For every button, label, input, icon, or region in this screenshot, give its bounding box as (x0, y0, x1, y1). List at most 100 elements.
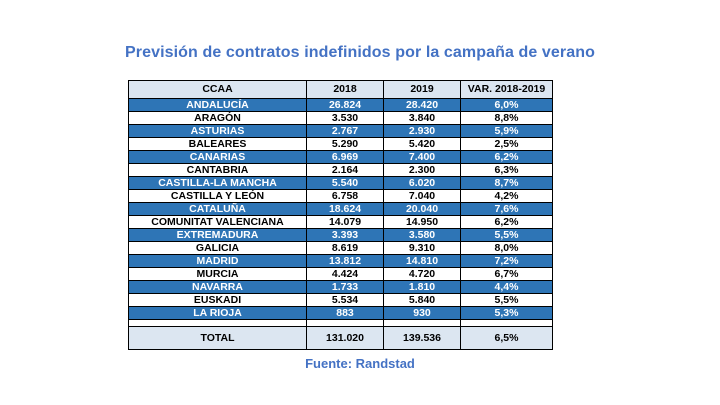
spacer-cell (461, 320, 553, 327)
cell-value-2019: 5.420 (384, 138, 461, 151)
cell-value-2019: 1.810 (384, 281, 461, 294)
cell-variation: 7,2% (461, 255, 553, 268)
cell-value-2019: 14.950 (384, 216, 461, 229)
cell-variation: 5,9% (461, 125, 553, 138)
table-body: ANDALUCÍA 26.824 28.420 6,0% ARAGÓN 3.530 3.84… (129, 99, 553, 350)
table-row: COMUNITAT VALENCIANA 14.079 14.950 6,2% (129, 216, 553, 229)
cell-value-2019: 7.400 (384, 151, 461, 164)
cell-variation: 4,2% (461, 190, 553, 203)
table-header-row: CCAA 2018 2019 VAR. 2018-2019 (129, 81, 553, 99)
cell-value-2019: 7.040 (384, 190, 461, 203)
header-2019: 2019 (384, 81, 461, 99)
cell-region: MURCIA (129, 268, 307, 281)
cell-variation: 6,0% (461, 99, 553, 112)
cell-value-2019: 2.300 (384, 164, 461, 177)
cell-region: ASTURIAS (129, 125, 307, 138)
cell-variation: 6,3% (461, 164, 553, 177)
header-2018: 2018 (307, 81, 384, 99)
table-row: MADRID 13.812 14.810 7,2% (129, 255, 553, 268)
table-row: NAVARRA 1.733 1.810 4,4% (129, 281, 553, 294)
header-ccaa: CCAA (129, 81, 307, 99)
cell-region: CANARIAS (129, 151, 307, 164)
cell-region: MADRID (129, 255, 307, 268)
table-row: CANARIAS 6.969 7.400 6,2% (129, 151, 553, 164)
cell-value-2019: 3.580 (384, 229, 461, 242)
cell-value-2018: 14.079 (307, 216, 384, 229)
header-variation: VAR. 2018-2019 (461, 81, 553, 99)
cell-value-2018: 5.290 (307, 138, 384, 151)
cell-region: CATALUÑA (129, 203, 307, 216)
cell-value-2019: 5.840 (384, 294, 461, 307)
spacer-cell (307, 320, 384, 327)
table-row: LA RIOJA 883 930 5,3% (129, 307, 553, 320)
table-row: GALICIA 8.619 9.310 8,0% (129, 242, 553, 255)
table-row: CANTABRIA 2.164 2.300 6,3% (129, 164, 553, 177)
spacer-row (129, 320, 553, 327)
total-row: TOTAL 131.020 139.536 6,5% (129, 327, 553, 350)
cell-value-2018: 6.969 (307, 151, 384, 164)
cell-region: EUSKADI (129, 294, 307, 307)
contracts-table: CCAA 2018 2019 VAR. 2018-2019 ANDALUCÍA 2… (128, 80, 553, 350)
cell-value-2019: 930 (384, 307, 461, 320)
cell-value-2018: 18.624 (307, 203, 384, 216)
cell-value-2018: 883 (307, 307, 384, 320)
cell-region: ARAGÓN (129, 112, 307, 125)
cell-variation: 8,0% (461, 242, 553, 255)
cell-value-2019: 20.040 (384, 203, 461, 216)
page-title: Previsión de contratos indefinidos por l… (0, 44, 720, 62)
cell-value-2018: 5.534 (307, 294, 384, 307)
table-row: CATALUÑA 18.624 20.040 7,6% (129, 203, 553, 216)
table-row: ARAGÓN 3.530 3.840 8,8% (129, 112, 553, 125)
cell-region: BALEARES (129, 138, 307, 151)
cell-variation: 2,5% (461, 138, 553, 151)
cell-value-2019: 3.840 (384, 112, 461, 125)
cell-variation: 8,8% (461, 112, 553, 125)
cell-variation: 8,7% (461, 177, 553, 190)
cell-value-2018: 13.812 (307, 255, 384, 268)
total-region: TOTAL (129, 327, 307, 350)
cell-region: CASTILLA-LA MANCHA (129, 177, 307, 190)
cell-variation: 6,2% (461, 216, 553, 229)
cell-value-2018: 3.393 (307, 229, 384, 242)
table-row: ANDALUCÍA 26.824 28.420 6,0% (129, 99, 553, 112)
cell-value-2018: 5.540 (307, 177, 384, 190)
cell-region: CASTILLA Y LEÓN (129, 190, 307, 203)
cell-variation: 6,7% (461, 268, 553, 281)
cell-region: GALICIA (129, 242, 307, 255)
cell-value-2019: 2.930 (384, 125, 461, 138)
cell-value-2018: 26.824 (307, 99, 384, 112)
cell-region: COMUNITAT VALENCIANA (129, 216, 307, 229)
spacer-cell (129, 320, 307, 327)
cell-value-2018: 8.619 (307, 242, 384, 255)
cell-value-2018: 4.424 (307, 268, 384, 281)
cell-value-2018: 1.733 (307, 281, 384, 294)
source-note: Fuente: Randstad (0, 356, 720, 371)
table-row: MURCIA 4.424 4.720 6,7% (129, 268, 553, 281)
cell-region: NAVARRA (129, 281, 307, 294)
cell-value-2019: 4.720 (384, 268, 461, 281)
spacer-cell (384, 320, 461, 327)
total-value-2018: 131.020 (307, 327, 384, 350)
cell-value-2018: 3.530 (307, 112, 384, 125)
cell-region: LA RIOJA (129, 307, 307, 320)
cell-variation: 5,5% (461, 229, 553, 242)
cell-value-2019: 6.020 (384, 177, 461, 190)
cell-variation: 7,6% (461, 203, 553, 216)
cell-variation: 5,5% (461, 294, 553, 307)
total-value-2019: 139.536 (384, 327, 461, 350)
table-row: EUSKADI 5.534 5.840 5,5% (129, 294, 553, 307)
cell-value-2018: 6.758 (307, 190, 384, 203)
cell-variation: 4,4% (461, 281, 553, 294)
table-row: CASTILLA-LA MANCHA 5.540 6.020 8,7% (129, 177, 553, 190)
table-row: CASTILLA Y LEÓN 6.758 7.040 4,2% (129, 190, 553, 203)
cell-value-2018: 2.767 (307, 125, 384, 138)
cell-value-2018: 2.164 (307, 164, 384, 177)
total-variation: 6,5% (461, 327, 553, 350)
cell-variation: 6,2% (461, 151, 553, 164)
table-row: ASTURIAS 2.767 2.930 5,9% (129, 125, 553, 138)
cell-region: EXTREMADURA (129, 229, 307, 242)
table-row: EXTREMADURA 3.393 3.580 5,5% (129, 229, 553, 242)
cell-region: CANTABRIA (129, 164, 307, 177)
cell-value-2019: 9.310 (384, 242, 461, 255)
table-row: BALEARES 5.290 5.420 2,5% (129, 138, 553, 151)
